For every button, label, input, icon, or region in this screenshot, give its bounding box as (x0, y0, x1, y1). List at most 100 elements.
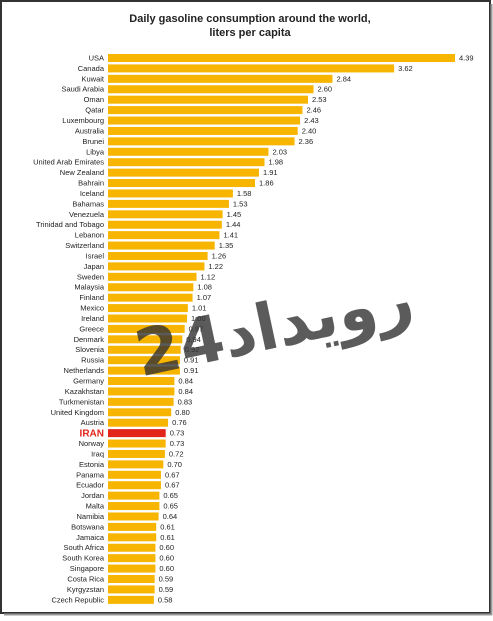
category-label: Iceland (80, 189, 104, 198)
category-label: Greece (79, 324, 104, 333)
value-label: 0.84 (178, 387, 193, 396)
bar (108, 314, 188, 323)
value-label: 0.58 (158, 595, 173, 604)
category-label: United Arab Emirates (33, 158, 104, 167)
category-label: Malta (86, 502, 105, 511)
chart-subtitle: liters per capita (209, 27, 291, 39)
value-label: 2.84 (336, 74, 351, 83)
value-label: 1.98 (269, 158, 284, 167)
category-label: Austria (81, 418, 105, 427)
value-label: 0.61 (160, 533, 175, 542)
value-label: 1.86 (259, 179, 274, 188)
bar (108, 304, 188, 313)
bar (108, 491, 160, 500)
value-label: 0.67 (165, 470, 180, 479)
category-label: Kuwait (81, 74, 104, 83)
bar (108, 272, 197, 281)
value-label: 1.22 (208, 262, 223, 271)
value-label: 0.72 (169, 449, 184, 458)
value-label: 1.00 (191, 314, 206, 323)
value-label: 1.44 (226, 220, 241, 229)
value-label: 0.59 (159, 585, 174, 594)
bar (108, 54, 455, 62)
category-label: Panama (76, 470, 105, 479)
value-label: 1.45 (227, 210, 242, 219)
bar (108, 512, 159, 521)
bar (108, 429, 166, 438)
value-label: 1.26 (212, 251, 227, 260)
bar (108, 106, 303, 115)
value-label: 1.91 (263, 168, 278, 177)
category-label: New Zealand (60, 168, 104, 177)
category-label: Brunei (82, 137, 104, 146)
bar (108, 179, 256, 188)
bar (108, 595, 154, 604)
category-label: Czech Republic (51, 595, 104, 604)
value-label: 2.03 (272, 147, 287, 156)
value-label: 2.53 (312, 95, 327, 104)
category-label: Netherlands (64, 366, 105, 375)
category-label: Ecuador (76, 481, 104, 490)
bar (108, 189, 233, 198)
bar (108, 293, 193, 302)
bar (108, 439, 166, 448)
value-label: 1.12 (201, 272, 216, 281)
bar (108, 64, 395, 73)
bar (108, 366, 180, 375)
bar (108, 168, 259, 177)
category-label: Israel (86, 251, 105, 260)
bar (108, 502, 160, 511)
value-label: 1.58 (237, 189, 252, 198)
bar (108, 126, 298, 135)
category-label: Australia (75, 126, 105, 135)
category-label: Trinidad and Tobago (36, 220, 104, 229)
value-label: 0.70 (167, 460, 182, 469)
bar (108, 147, 269, 156)
value-label: 1.08 (197, 283, 212, 292)
bar (108, 470, 161, 479)
category-label: Malaysia (74, 283, 104, 292)
category-label: USA (89, 53, 104, 62)
category-label: Slovenia (75, 345, 105, 354)
bar (108, 397, 174, 406)
value-label: 0.65 (163, 491, 178, 500)
value-label: 0.94 (186, 335, 201, 344)
category-label: Japan (84, 262, 104, 271)
bar (108, 564, 156, 573)
category-label: Venezuela (69, 210, 105, 219)
bar (108, 241, 215, 250)
bar (108, 74, 333, 83)
value-label: 0.76 (172, 418, 187, 427)
value-label: 2.46 (306, 106, 321, 115)
bar (108, 522, 157, 531)
bar (108, 95, 308, 104)
category-label: Luxembourg (62, 116, 104, 125)
value-label: 0.97 (189, 324, 204, 333)
value-label: 4.39 (459, 53, 474, 62)
category-label: Denmark (74, 335, 105, 344)
bar (108, 481, 161, 490)
value-label: 0.91 (184, 366, 199, 375)
category-label: Canada (78, 64, 105, 73)
category-label: Germany (73, 377, 104, 386)
category-label: Mexico (80, 304, 104, 313)
value-label: 1.35 (219, 241, 234, 250)
value-label: 0.83 (178, 397, 193, 406)
value-label: 0.65 (163, 502, 178, 511)
category-label: Libya (86, 147, 105, 156)
bar (108, 210, 223, 219)
category-label: South Korea (62, 554, 105, 563)
category-label: Jamaica (76, 533, 105, 542)
value-label: 0.80 (175, 408, 190, 417)
bar (108, 554, 156, 563)
bar (108, 345, 181, 354)
bar (108, 356, 180, 365)
category-label: South Africa (64, 543, 105, 552)
category-label: Jordan (81, 491, 104, 500)
bar (108, 283, 194, 292)
value-label: 0.73 (170, 439, 185, 448)
value-label: 0.60 (159, 543, 174, 552)
category-label: Switzerland (65, 241, 104, 250)
